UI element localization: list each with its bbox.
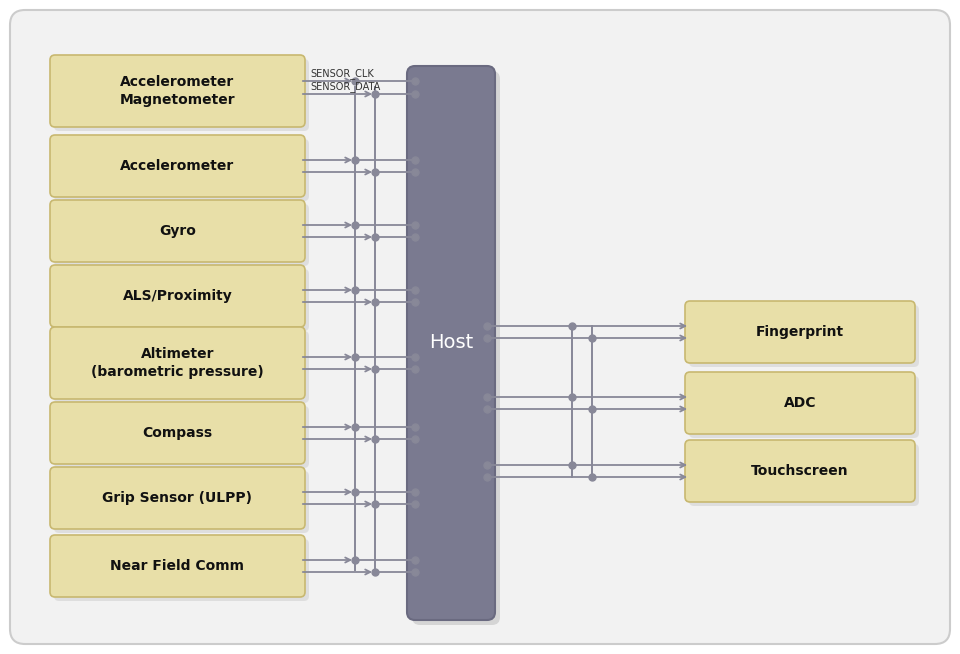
FancyBboxPatch shape — [685, 372, 915, 434]
FancyBboxPatch shape — [54, 539, 309, 601]
Text: SENSOR_CLK: SENSOR_CLK — [310, 69, 373, 79]
FancyBboxPatch shape — [54, 139, 309, 201]
Text: Gyro: Gyro — [159, 224, 196, 238]
FancyBboxPatch shape — [689, 444, 919, 506]
FancyBboxPatch shape — [54, 59, 309, 131]
Text: Grip Sensor (ULPP): Grip Sensor (ULPP) — [103, 491, 252, 505]
Text: Fingerprint: Fingerprint — [756, 325, 844, 339]
FancyBboxPatch shape — [54, 331, 309, 403]
FancyBboxPatch shape — [689, 305, 919, 367]
FancyBboxPatch shape — [54, 406, 309, 468]
FancyBboxPatch shape — [407, 66, 495, 620]
Text: Accelerometer: Accelerometer — [120, 159, 234, 173]
FancyBboxPatch shape — [50, 55, 305, 127]
FancyBboxPatch shape — [50, 535, 305, 597]
FancyBboxPatch shape — [54, 269, 309, 331]
FancyBboxPatch shape — [50, 135, 305, 197]
FancyBboxPatch shape — [54, 204, 309, 266]
Text: ADC: ADC — [783, 396, 816, 410]
Text: Accelerometer
Magnetometer: Accelerometer Magnetometer — [120, 75, 235, 107]
FancyBboxPatch shape — [50, 402, 305, 464]
FancyBboxPatch shape — [685, 440, 915, 502]
FancyBboxPatch shape — [54, 471, 309, 533]
FancyBboxPatch shape — [50, 327, 305, 399]
Text: SENSOR_DATA: SENSOR_DATA — [310, 82, 380, 92]
FancyBboxPatch shape — [689, 376, 919, 438]
Text: Altimeter
(barometric pressure): Altimeter (barometric pressure) — [91, 347, 264, 379]
FancyBboxPatch shape — [10, 10, 950, 644]
Text: Host: Host — [429, 334, 473, 353]
FancyBboxPatch shape — [50, 265, 305, 327]
FancyBboxPatch shape — [50, 467, 305, 529]
FancyBboxPatch shape — [50, 200, 305, 262]
FancyBboxPatch shape — [685, 301, 915, 363]
Text: ALS/Proximity: ALS/Proximity — [123, 289, 232, 303]
Text: Near Field Comm: Near Field Comm — [110, 559, 245, 573]
Text: Compass: Compass — [142, 426, 212, 440]
Text: Touchscreen: Touchscreen — [751, 464, 849, 478]
FancyBboxPatch shape — [412, 71, 500, 625]
